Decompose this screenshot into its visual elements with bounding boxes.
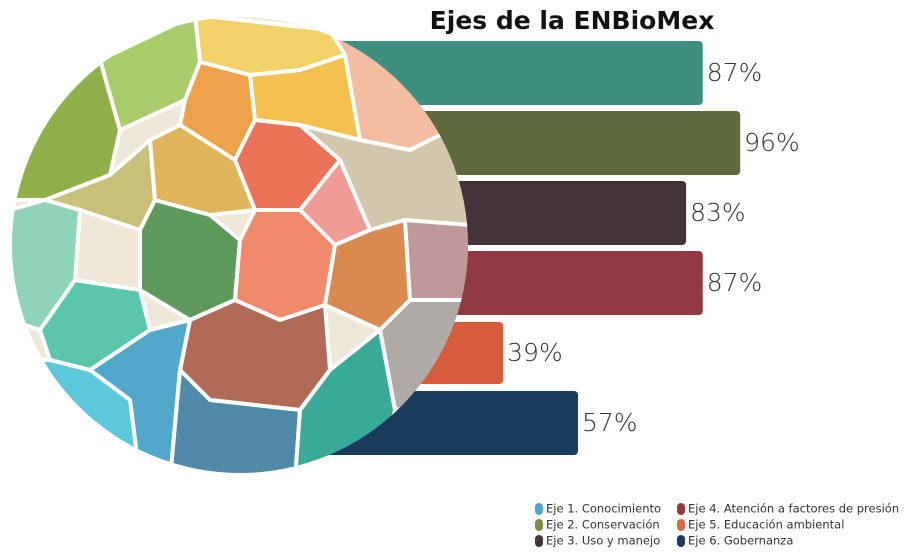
legend-label: Eje 2. Conservación bbox=[546, 518, 660, 532]
chart-title: Ejes de la ENBioMex bbox=[430, 6, 715, 35]
legend-swatch bbox=[535, 535, 543, 547]
legend-label: Eje 4. Atención a factores de presión bbox=[688, 502, 899, 516]
value-label: 87% bbox=[707, 58, 763, 87]
legend-label: Eje 5. Educación ambiental bbox=[688, 518, 844, 532]
legend-swatch bbox=[535, 503, 543, 515]
value-label: 83% bbox=[690, 198, 746, 227]
legend-swatch bbox=[677, 503, 685, 515]
legend-label: Eje 3. Uso y manejo bbox=[546, 534, 660, 548]
legend-label: Eje 1. Conocimiento bbox=[546, 502, 661, 516]
value-label: 39% bbox=[507, 338, 563, 367]
value-label: 87% bbox=[707, 268, 763, 297]
legend-label: Eje 6. Gobernanza bbox=[688, 534, 793, 548]
legend-swatch bbox=[677, 519, 685, 531]
legend: Eje 1. Conocimiento Eje 2. Conservación Ej… bbox=[535, 502, 899, 548]
legend-swatch bbox=[677, 535, 685, 547]
legend-swatch bbox=[535, 519, 543, 531]
value-label: 57% bbox=[582, 408, 638, 437]
value-label: 96% bbox=[744, 128, 800, 157]
